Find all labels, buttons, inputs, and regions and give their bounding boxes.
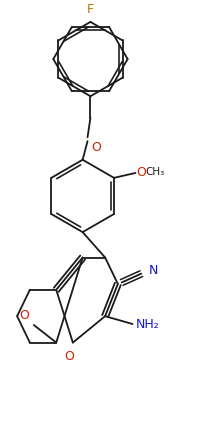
- Text: CH₃: CH₃: [145, 167, 164, 177]
- Text: O: O: [19, 309, 29, 322]
- Text: N: N: [149, 264, 158, 277]
- Text: F: F: [87, 3, 94, 16]
- Text: NH₂: NH₂: [135, 317, 159, 331]
- Text: O: O: [64, 350, 74, 363]
- Text: O: O: [136, 166, 146, 179]
- Text: O: O: [91, 141, 101, 154]
